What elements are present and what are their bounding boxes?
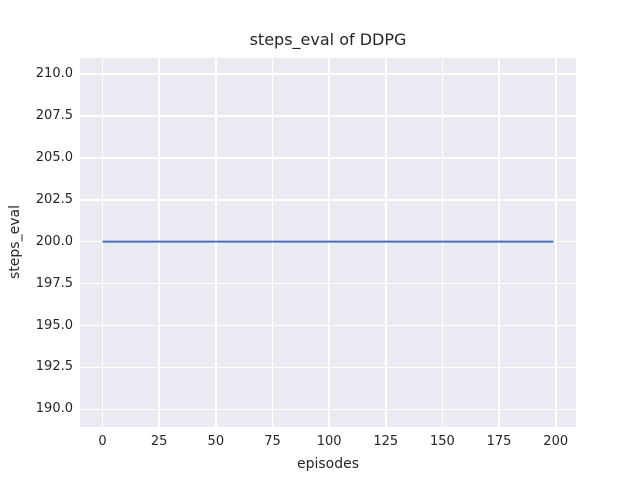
y-tick-label-190.0: 190.0: [35, 401, 73, 417]
series-layer: [102, 240, 554, 243]
y-gridline-202.5: [80, 198, 576, 201]
y-tick-label-197.5: 197.5: [35, 275, 73, 291]
x-tick-label-75: 75: [264, 434, 281, 449]
y-gridline-190.0: [80, 408, 576, 411]
x-tick-label-100: 100: [316, 434, 342, 449]
y-tick-label-200.0: 200.0: [35, 233, 73, 249]
x-tick-label-25: 25: [150, 434, 168, 449]
x-tick-label-150: 150: [430, 434, 455, 449]
x-tick-label-175: 175: [486, 434, 512, 449]
x-tick-label-0: 0: [98, 434, 107, 449]
y-gridline-205.0: [80, 156, 576, 159]
y-gridline-192.5: [80, 366, 576, 369]
y-tick-label-195.0: 195.0: [35, 317, 73, 333]
x-tick-label-125: 125: [373, 434, 399, 449]
y-gridline-210.0: [80, 73, 576, 75]
y-tick-label-192.5: 192.5: [35, 359, 73, 375]
x-gridline-0: [101, 58, 104, 427]
x-axis-label: episodes: [296, 456, 360, 472]
y-tick-label-210.0: 210.0: [35, 65, 73, 81]
y-tick-label-202.5: 202.5: [35, 191, 73, 207]
plot-area: [80, 58, 576, 427]
x-gridline-200: [554, 58, 557, 427]
y-gridline-207.5: [80, 115, 576, 117]
y-gridline-195.0: [80, 324, 576, 327]
x-tick-label-200: 200: [543, 434, 569, 449]
y-tick-label-207.5: 207.5: [35, 107, 73, 123]
y-tick-label-205.0: 205.0: [35, 149, 73, 165]
y-gridline-197.5: [80, 282, 576, 285]
x-tick-label-50: 50: [207, 434, 225, 449]
chart-title: steps_eval of DDPG: [249, 30, 407, 49]
